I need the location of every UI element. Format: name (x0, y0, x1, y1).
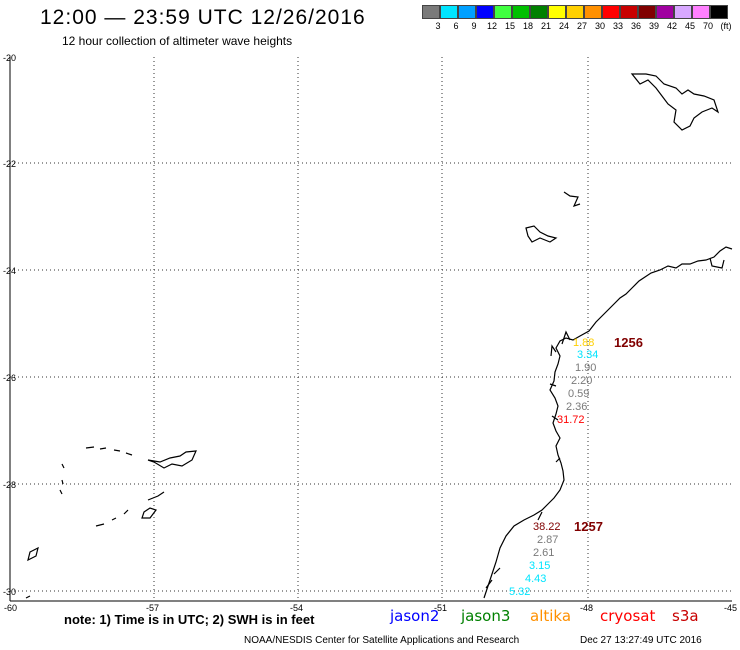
footer-note: note: 1) Time is in UTC; 2) SWH is in fe… (64, 612, 315, 627)
credit-line: NOAA/NESDIS Center for Satellite Applica… (244, 635, 520, 646)
longitude-label: -48 (580, 603, 593, 613)
timestamp: Dec 27 13:27:49 UTC 2016 (580, 635, 702, 646)
scale-swatch (566, 5, 584, 19)
inland-island-2 (563, 191, 581, 207)
scale-label: 42 (666, 21, 677, 31)
satellite-legend-item: altika (530, 607, 572, 625)
scale-swatch (656, 5, 674, 19)
wave-height-value: 38.22 (533, 521, 561, 533)
longitude-label: -51 (434, 603, 447, 613)
scale-label: 15 (504, 21, 515, 31)
graticule: -20-22-24-26-28-30-60-57-54-51-48-45 (3, 53, 737, 613)
scale-label: 45 (684, 21, 695, 31)
pass-id-label: 1256 (614, 335, 643, 350)
longitude-label: -60 (4, 603, 17, 613)
scale-swatch (530, 5, 548, 19)
bay-detail (485, 257, 725, 589)
longitude-label: -57 (146, 603, 159, 613)
longitude-label: -54 (290, 603, 303, 613)
scale-swatch (548, 5, 566, 19)
wave-height-value: 4.43 (525, 573, 546, 585)
page-subtitle: 12 hour collection of altimeter wave hei… (62, 34, 293, 48)
wave-height-value: 31.72 (557, 414, 585, 426)
wave-height-value: 1.88 (573, 337, 594, 349)
scale-label: 30 (594, 21, 605, 31)
paraguay-lakes (59, 446, 197, 495)
wave-height-value: 3.15 (529, 560, 550, 572)
wave-height-value: 0.59 (568, 388, 589, 400)
satellite-legend-item: jason2 (390, 607, 440, 625)
scale-label: 12 (486, 21, 497, 31)
scale-swatch (458, 5, 476, 19)
scale-swatch (692, 5, 710, 19)
scale-label: 3 (435, 21, 441, 31)
wave-height-value: 3.34 (577, 349, 598, 361)
scale-label: 21 (540, 21, 551, 31)
scale-swatch (674, 5, 692, 19)
wave-height-value: 2.61 (533, 547, 554, 559)
scale-swatch (476, 5, 494, 19)
scale-swatch (422, 5, 440, 19)
scale-swatch (620, 5, 638, 19)
wave-height-value: 2.36 (566, 401, 587, 413)
scale-swatch (710, 5, 728, 19)
satellite-legend-item: cryosat (600, 607, 656, 625)
scale-label: 6 (453, 21, 459, 31)
scale-swatch (512, 5, 530, 19)
satellite-legend-item: jason3 (461, 607, 511, 625)
wave-height-value: 1.90 (575, 362, 596, 374)
inland-island-3 (525, 225, 558, 243)
wave-height-value: 5.32 (509, 586, 530, 598)
scale-swatch (638, 5, 656, 19)
scale-label: 24 (558, 21, 569, 31)
scale-label: 9 (471, 21, 477, 31)
scale-label: 18 (522, 21, 533, 31)
wave-height-value: 2.20 (571, 375, 592, 387)
southwest-lakes (25, 491, 165, 599)
color-scale (422, 5, 728, 19)
coastline (483, 246, 733, 599)
inland-lake-east (630, 73, 720, 131)
scale-label: 70 (702, 21, 713, 31)
scale-label: 27 (576, 21, 587, 31)
pass-id-label: 1257 (574, 519, 603, 534)
scale-label: (ft) (720, 21, 732, 31)
scale-label: 33 (612, 21, 623, 31)
longitude-label: -45 (724, 603, 737, 613)
scale-swatch (602, 5, 620, 19)
satellite-legend-item: s3a (672, 607, 699, 625)
scale-label: 36 (630, 21, 641, 31)
scale-swatch (584, 5, 602, 19)
scale-label: 39 (648, 21, 659, 31)
wave-height-value: 2.87 (537, 534, 558, 546)
scale-swatch (440, 5, 458, 19)
page-title: 12:00 — 23:59 UTC 12/26/2016 (40, 6, 366, 29)
scale-swatch (494, 5, 512, 19)
